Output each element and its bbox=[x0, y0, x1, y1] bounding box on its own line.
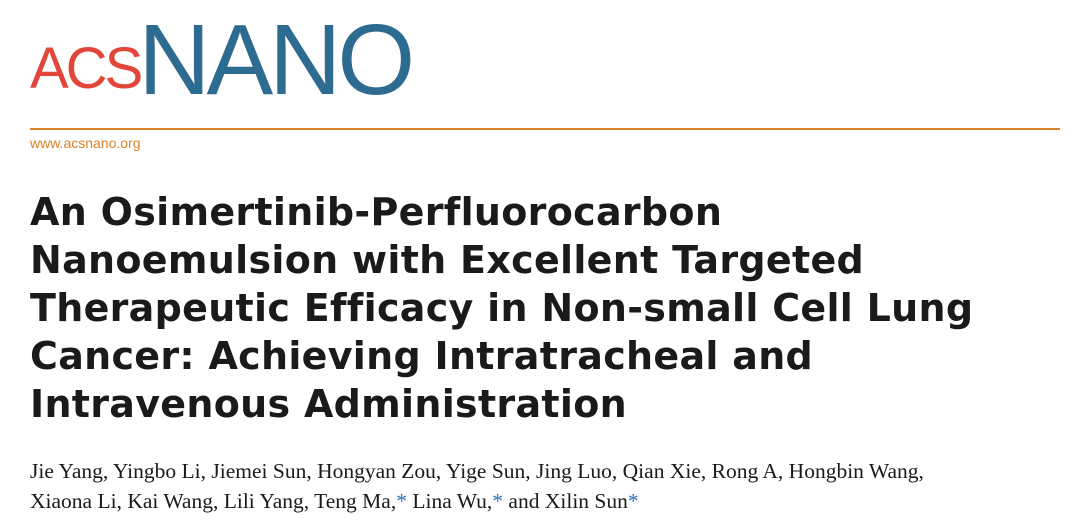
author-line-1: Jie Yang, Yingbo Li, Jiemei Sun, Hongyan… bbox=[30, 459, 924, 483]
logo-acs-text: ACS bbox=[30, 36, 143, 101]
corresponding-author-mark[interactable]: * bbox=[627, 489, 639, 513]
author-line-2: Xiaona Li, Kai Wang, Lili Yang, Teng Ma,… bbox=[30, 486, 1070, 516]
title-line: An Osimertinib-Perfluorocarbon bbox=[30, 190, 723, 234]
title-line: Nanoemulsion with Excellent Targeted bbox=[30, 238, 865, 282]
header-divider bbox=[30, 128, 1060, 130]
author-list: Jie Yang, Yingbo Li, Jiemei Sun, Hongyan… bbox=[30, 456, 1070, 516]
title-line: Cancer: Achieving Intratracheal and bbox=[30, 334, 814, 378]
title-line: Therapeutic Efficacy in Non-small Cell L… bbox=[30, 286, 974, 330]
author-group-2: Lina Wu, bbox=[406, 489, 493, 513]
corresponding-author-mark[interactable]: * bbox=[492, 489, 504, 513]
author-group-1: Xiaona Li, Kai Wang, Lili Yang, Teng Ma, bbox=[30, 489, 397, 513]
author-group-3: and Xilin Sun bbox=[503, 489, 628, 513]
logo-nano-text: NANO bbox=[138, 4, 415, 116]
journal-logo: ACSNANO bbox=[30, 10, 415, 110]
journal-url-link[interactable]: www.acsnano.org bbox=[30, 135, 141, 151]
title-line: Intravenous Administration bbox=[30, 382, 627, 426]
article-title: An Osimertinib-Perfluorocarbon Nanoemuls… bbox=[30, 188, 1070, 428]
corresponding-author-mark[interactable]: * bbox=[396, 489, 407, 513]
